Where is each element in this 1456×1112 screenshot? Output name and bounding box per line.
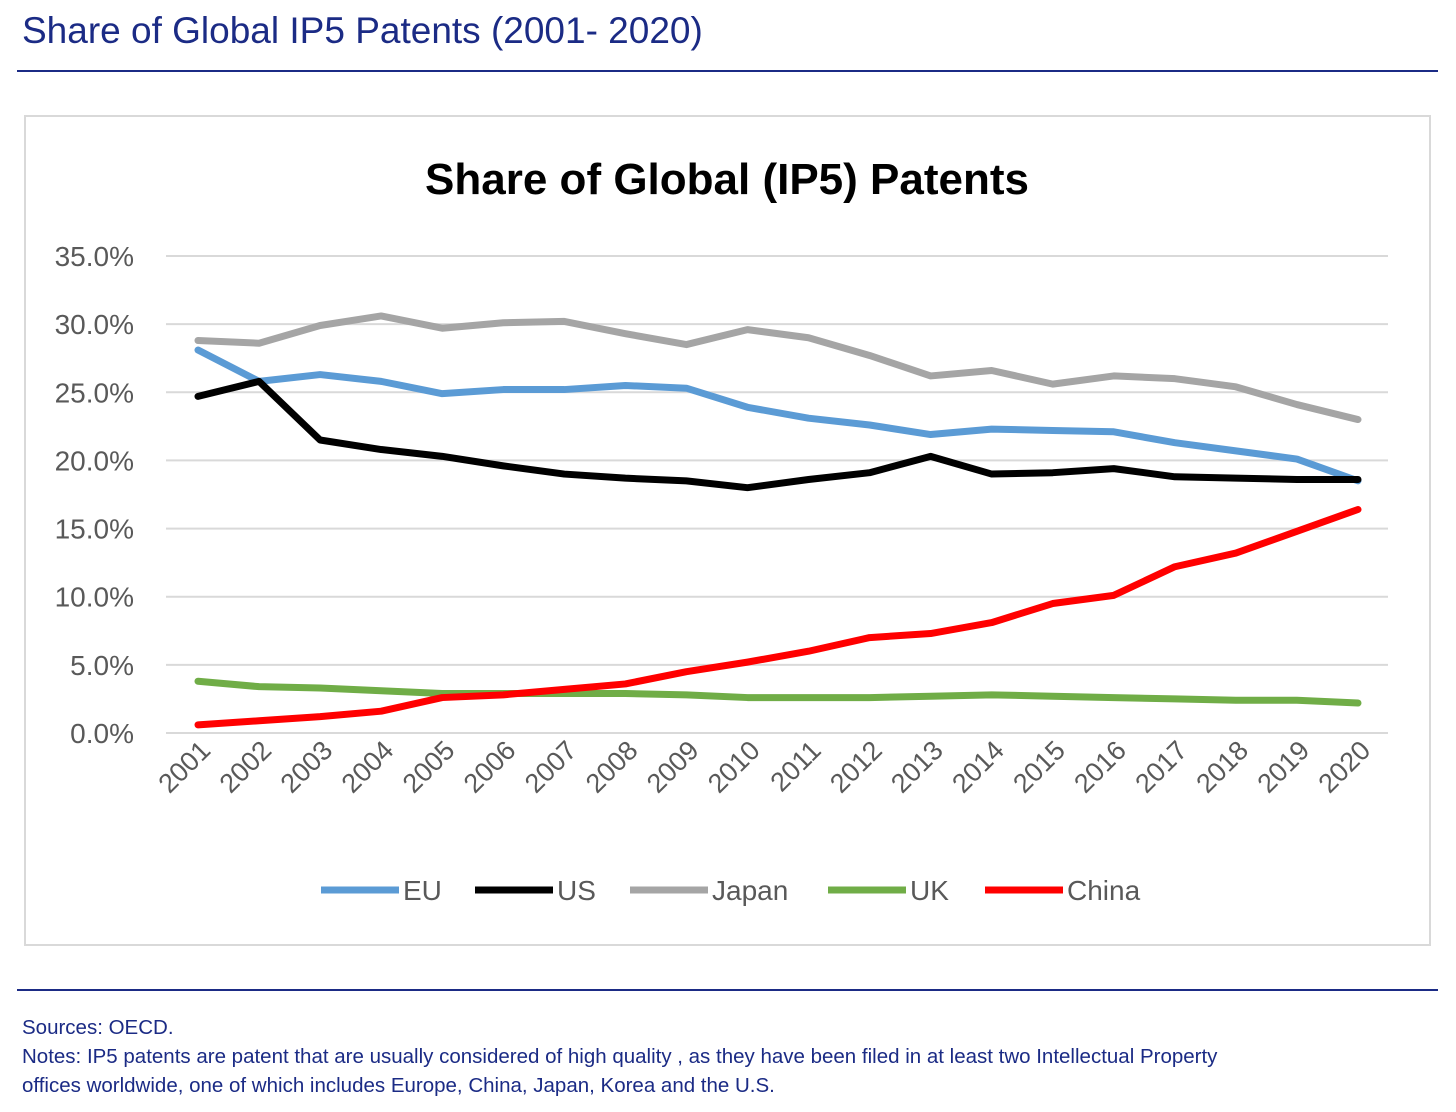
x-tick-label: 2006 [458, 735, 522, 799]
y-tick-label: 30.0% [55, 309, 134, 340]
x-tick-label: 2015 [1007, 735, 1071, 799]
x-tick-label: 2008 [580, 735, 644, 799]
legend-label-japan: Japan [712, 875, 788, 906]
x-tick-label: 2019 [1251, 735, 1315, 799]
x-tick-label: 2010 [702, 735, 766, 799]
y-tick-label: 5.0% [70, 650, 134, 681]
series-line-eu [194, 346, 1362, 485]
y-tick-label: 10.0% [55, 582, 134, 613]
x-tick-label: 2014 [946, 735, 1010, 799]
legend-label-china: China [1067, 875, 1141, 906]
y-tick-label: 15.0% [55, 514, 134, 545]
x-tick-label: 2007 [519, 735, 583, 799]
legend-label-us: US [557, 875, 596, 906]
chart-container [24, 115, 1431, 946]
x-tick-label: 2004 [336, 735, 400, 799]
x-tick-label: 2001 [153, 735, 217, 799]
x-tick-label: 2013 [885, 735, 949, 799]
x-tick-label: 2017 [1129, 735, 1193, 799]
x-tick-label: 2016 [1068, 735, 1132, 799]
legend-label-eu: EU [403, 875, 442, 906]
y-tick-label: 0.0% [70, 718, 134, 749]
x-tick-label: 2018 [1190, 735, 1254, 799]
series-line-china [194, 505, 1362, 729]
line-chart: Share of Global (IP5) Patents 0.0% 5.0% 10.… [55, 155, 1388, 906]
x-tick-label: 2012 [824, 735, 888, 799]
x-tick-label: 2005 [397, 735, 461, 799]
series-line-us [194, 377, 1362, 492]
legend-label-uk: UK [910, 875, 949, 906]
notes-text-line1: Notes: IP5 patents are patent that are u… [22, 1045, 1218, 1068]
x-tick-label: 2002 [214, 735, 278, 799]
chart-title: Share of Global (IP5) Patents [425, 155, 1029, 204]
x-tick-label: 2003 [275, 735, 339, 799]
notes-section: Sources: OECD. Notes: IP5 patents are pa… [22, 1013, 1217, 1100]
x-tick-label: 2011 [764, 735, 826, 797]
series-line-uk [194, 677, 1362, 707]
page-title: Share of Global IP5 Patents (2001- 2020) [22, 10, 703, 51]
x-tick-label: 2009 [641, 735, 705, 799]
footer-divider [17, 989, 1438, 991]
y-tick-label: 35.0% [55, 241, 134, 272]
notes-text-line2: offices worldwide, one of which includes… [22, 1074, 775, 1097]
series-line-japan [194, 312, 1362, 424]
y-tick-label: 25.0% [55, 377, 134, 408]
sources-text: Sources: OECD. [22, 1016, 174, 1039]
header-divider [17, 70, 1438, 72]
x-tick-label: 2020 [1313, 735, 1377, 799]
y-tick-label: 20.0% [55, 445, 134, 476]
